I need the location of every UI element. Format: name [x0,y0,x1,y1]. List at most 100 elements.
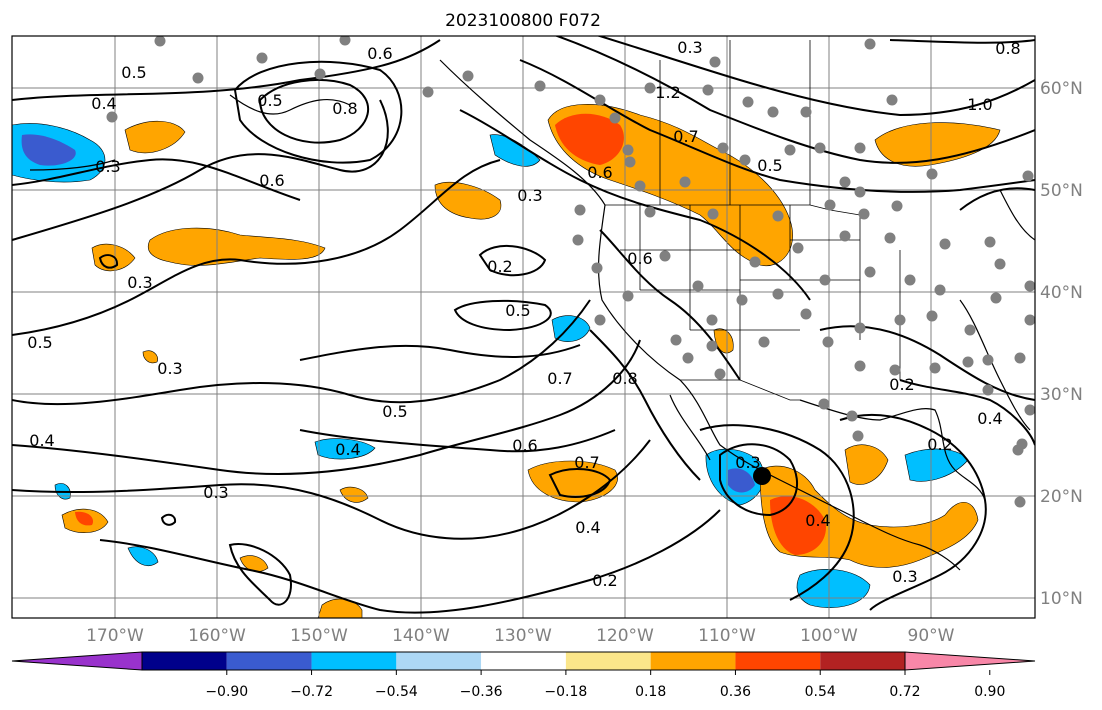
longitude-tick-labels: 170°W 160°W 150°W 140°W 130°W 120°W 110°W 100°W… [86,626,955,646]
shade-red-sw1 [75,511,94,526]
station-dot [758,336,770,348]
station-dot [864,266,876,278]
shade-navy-mex [728,468,755,493]
colorbar-segment [396,652,482,670]
station-dot [462,70,474,82]
station-dot [106,111,118,123]
station-dot [904,274,916,286]
station-dot [772,288,784,300]
lon-tick-label: 90°W [908,626,955,646]
station-dot [984,236,996,248]
contour-label: 0.2 [487,257,512,276]
station-dot [891,200,903,212]
colorbar-segment [142,652,227,670]
station-dot [609,112,621,124]
station-dot [858,208,870,220]
contour-labels: 0.5 0.4 0.3 0.6 0.8 0.5 0.6 0.3 1.2 0.8 1.0 0.7 0.5 0… [27,38,1020,590]
station-dot [679,176,691,188]
station-dot [422,86,434,98]
colorbar-segment [226,652,312,670]
station-dot [192,72,204,84]
contour-label: 0.7 [547,369,572,388]
station-dot [839,230,851,242]
contour-label: 0.6 [512,436,537,455]
station-dot [1014,496,1026,508]
colorbar [11,651,1036,671]
station-dot [864,38,876,50]
shade-orange-pac1 [147,227,326,266]
station-dot [939,238,951,250]
lon-tick-label: 160°W [188,626,246,646]
station-dot [854,142,866,154]
contour-label: 0.4 [575,518,600,537]
contour-label: 0.4 [805,511,830,530]
colorbar-tick-labels: −0.90 −0.72 −0.54 −0.36 −0.18 0.18 0.36 0.54 0.7… [205,670,1005,700]
shaded-anomalies [12,104,1001,618]
station-dot [839,176,851,188]
contour-label: 0.3 [677,38,702,57]
station-dot [800,106,812,118]
colorbar-tick-label: −0.36 [460,684,503,700]
lon-tick-label: 100°W [800,626,858,646]
station-dot [814,142,826,154]
station-dot [990,292,1002,304]
station-dot [709,56,721,68]
lon-tick-label: 110°W [698,626,756,646]
colorbar-tick-label: 0.18 [635,684,666,700]
contour-label: 0.5 [121,63,146,82]
figure-title: 2023100800 F072 [445,11,601,31]
station-dot [982,384,994,396]
contour-label: 0.5 [505,301,530,320]
lat-tick-label: 10°N [1040,589,1083,609]
latitude-tick-labels: 60°N 50°N 40°N 30°N 20°N 10°N [1040,79,1083,609]
station-dot [534,80,546,92]
station-dot [884,232,896,244]
station-dot [644,82,656,94]
station-dot [962,356,974,368]
station-dot [714,368,726,380]
contour-label: 0.4 [29,431,54,450]
station-dot [634,180,646,192]
colorbar-tick-label: −0.18 [544,684,587,700]
station-dot [982,354,994,366]
station-dot [846,410,858,422]
station-dot [1012,444,1024,456]
station-dot [707,208,719,220]
contour-label: 1.0 [967,95,992,114]
station-dot [926,168,938,180]
contour-label: 0.2 [889,375,914,394]
station-dots [106,36,1035,508]
lat-tick-label: 30°N [1040,385,1083,405]
shade-blue-s [127,546,159,566]
station-dot [154,36,166,47]
station-dot [682,352,694,364]
station-dot [852,430,864,442]
station-dot [926,310,938,322]
shade-orange-pac4 [124,120,186,154]
station-dot [854,322,866,334]
lon-tick-label: 150°W [290,626,348,646]
shade-orange-gulf [844,444,889,485]
contour-label: 0.3 [95,157,120,176]
contour-label: 0.4 [91,94,116,113]
station-dot [824,199,836,211]
shade-orange-s2 [239,555,269,572]
colorbar-segment [820,652,905,670]
contour-label: 0.3 [203,483,228,502]
map-area: 0.5 0.4 0.3 0.6 0.8 0.5 0.6 0.3 1.2 0.8 1.0 0.7 0.5 0… [12,36,1035,618]
station-dot [624,156,636,168]
station-dot [622,290,634,302]
contour-label: 0.3 [517,186,542,205]
colorbar-tick-label: 0.90 [974,684,1005,700]
station-dot [889,364,901,376]
station-dot [739,154,751,166]
station-dot [934,284,946,296]
contour-label: 0.4 [335,440,360,459]
shade-orange-pac3 [434,182,502,220]
contour-label: 0.5 [757,156,782,175]
station-dot [929,362,941,374]
station-dot [339,36,351,46]
station-dot [717,142,729,154]
station-dot [854,186,866,198]
